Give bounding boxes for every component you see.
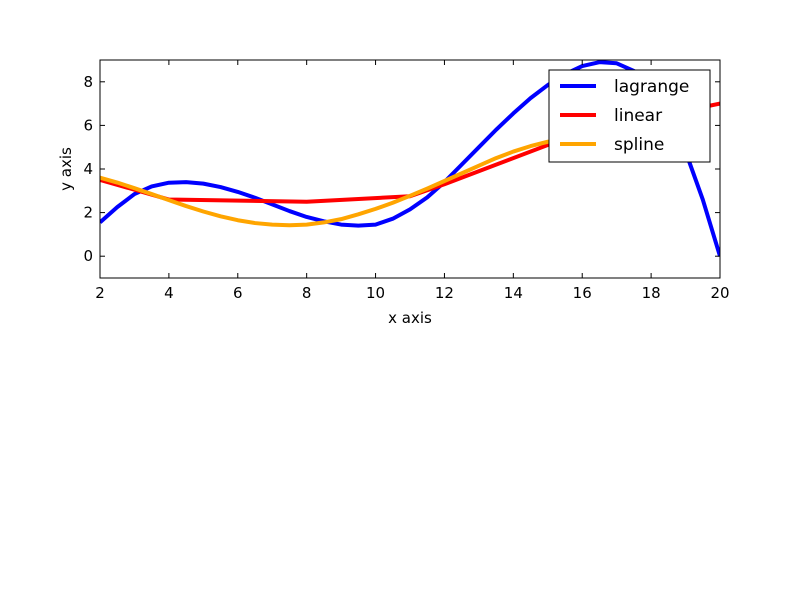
x-tick-label: 10 — [366, 284, 385, 302]
x-tick-label: 2 — [95, 284, 105, 302]
x-tick-label: 12 — [435, 284, 454, 302]
legend-label-linear: linear — [614, 106, 662, 126]
y-tick-label: 4 — [83, 160, 93, 178]
x-tick-label: 8 — [302, 284, 312, 302]
legend: lagrange linear spline — [548, 69, 711, 163]
series-line-lagrange — [100, 60, 720, 257]
x-axis-label: x axis — [388, 309, 432, 327]
x-tick-label: 18 — [642, 284, 661, 302]
x-tick-label: 16 — [573, 284, 592, 302]
series-line-spline — [100, 137, 566, 228]
y-tick-label: 0 — [83, 247, 93, 265]
x-tick-label: 6 — [233, 284, 243, 302]
y-axis-label: y axis — [57, 147, 75, 191]
y-axis-ticks: 0 2 4 6 8 — [83, 73, 720, 265]
y-tick-label: 8 — [83, 73, 93, 91]
legend-label-spline: spline — [614, 135, 664, 155]
x-tick-label: 4 — [164, 284, 174, 302]
y-tick-label: 6 — [83, 116, 93, 134]
x-tick-label: 14 — [504, 284, 523, 302]
x-tick-label: 20 — [710, 284, 729, 302]
legend-label-lagrange: lagrange — [614, 77, 689, 97]
x-axis-ticks: 2 4 6 8 10 12 14 16 18 20 — [95, 60, 730, 302]
y-tick-label: 2 — [83, 204, 93, 222]
